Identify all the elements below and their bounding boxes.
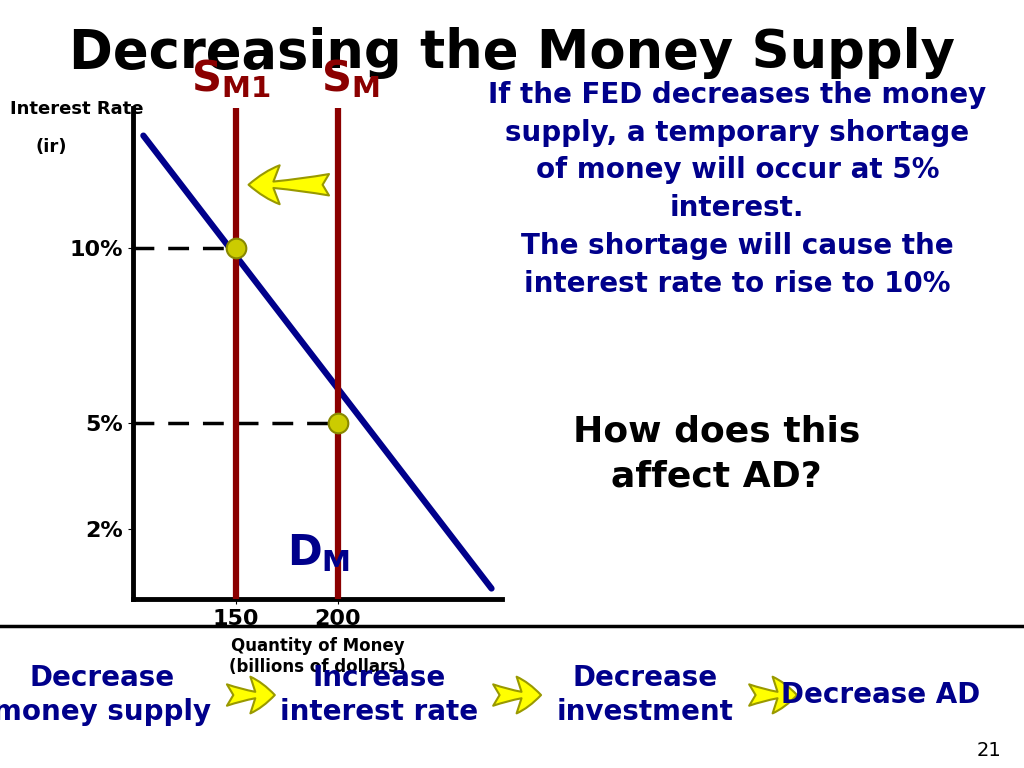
Text: Decrease
money supply: Decrease money supply	[0, 664, 212, 726]
Text: Decreasing the Money Supply: Decreasing the Money Supply	[69, 27, 955, 79]
Text: $\mathbf{S_{M1}}$: $\mathbf{S_{M1}}$	[190, 57, 270, 100]
Text: $\mathbf{S_{M}}$: $\mathbf{S_{M}}$	[321, 57, 380, 100]
Text: Interest Rate: Interest Rate	[10, 100, 143, 118]
Text: Increase
interest rate: Increase interest rate	[280, 664, 478, 726]
Point	[330, 417, 346, 429]
Text: $\mathbf{D_{M}}$: $\mathbf{D_{M}}$	[287, 532, 350, 574]
Text: (ir): (ir)	[36, 138, 68, 156]
Text: Decrease AD: Decrease AD	[781, 681, 980, 709]
X-axis label: Quantity of Money
(billions of dollars): Quantity of Money (billions of dollars)	[229, 637, 406, 676]
Text: If the FED decreases the money
supply, a temporary shortage
of money will occur : If the FED decreases the money supply, a…	[488, 81, 986, 298]
Text: How does this
affect AD?: How does this affect AD?	[573, 415, 860, 494]
Point	[227, 242, 244, 254]
Text: 21: 21	[977, 741, 1001, 760]
Text: Decrease
investment: Decrease investment	[557, 664, 733, 726]
